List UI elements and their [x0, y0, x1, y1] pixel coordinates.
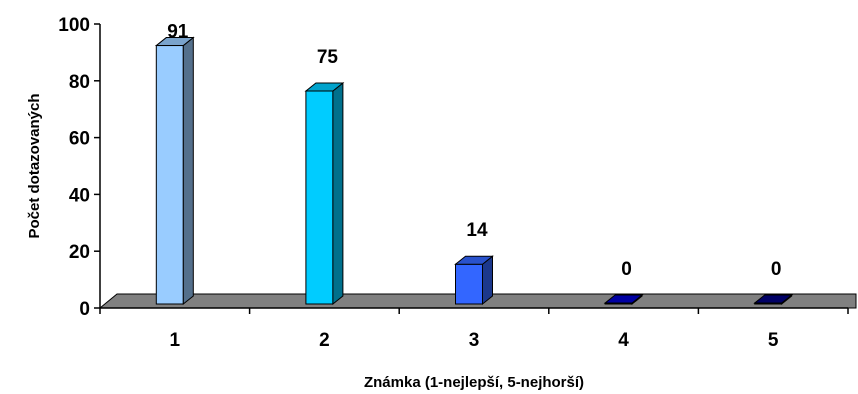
bar: [603, 293, 644, 306]
bar: [154, 36, 195, 306]
bar-top-face: [304, 82, 345, 92]
data-label: 75: [317, 47, 339, 68]
bar-side-face: [182, 36, 194, 306]
data-label: 0: [621, 259, 632, 280]
bar-front-face: [305, 90, 334, 305]
bar-front-face: [155, 45, 184, 305]
data-label: 91: [167, 22, 189, 43]
data-labels: 91 75 14 0 0: [167, 22, 781, 280]
y-tick-label: 60: [69, 129, 90, 150]
x-tick-label: 4: [618, 330, 629, 351]
bar-front-face: [455, 263, 483, 305]
x-tick-label: 2: [319, 330, 330, 351]
bar-top-face: [753, 294, 794, 304]
y-tick-label: 100: [58, 15, 90, 36]
x-tick-label: 3: [469, 330, 480, 351]
y-tick-label: 40: [69, 185, 90, 206]
x-tick-label: 5: [768, 330, 779, 351]
y-tick-label: 80: [69, 72, 90, 93]
x-axis-ticks: 1 2 3 4 5: [99, 308, 849, 351]
data-label: 0: [771, 259, 782, 280]
bar: [454, 255, 494, 306]
bar-series: [154, 36, 794, 306]
y-axis-ticks: 0 20 40 60 80 100: [58, 15, 100, 320]
bar-top-face: [603, 294, 644, 304]
bar-top-face: [454, 255, 494, 265]
bar: [304, 81, 345, 306]
y-tick-label: 20: [69, 242, 90, 263]
data-label: 14: [466, 220, 488, 241]
y-tick-label: 0: [79, 299, 90, 320]
bar-top-face: [154, 37, 195, 47]
bar: [753, 293, 794, 306]
x-tick-label: 1: [170, 330, 181, 351]
bar-side-face: [332, 81, 344, 306]
x-axis-title: Známka (1-nejlepší, 5-nejhorší): [364, 374, 584, 391]
y-axis-title: Počet dotazovaných: [26, 93, 43, 238]
